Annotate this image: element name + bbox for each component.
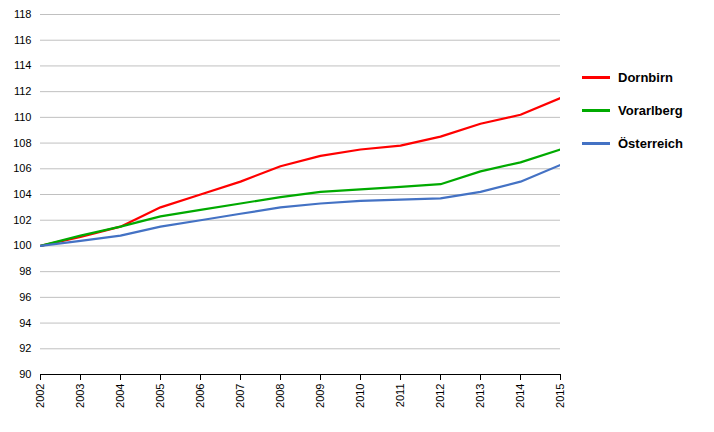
svg-text:110: 110	[14, 111, 32, 123]
svg-text:92: 92	[19, 342, 31, 354]
svg-text:2010: 2010	[354, 384, 366, 408]
html-text:Dornbirn: Dornbirn	[618, 70, 673, 85]
svg-text:98: 98	[19, 265, 31, 277]
svg-text:2007: 2007	[234, 384, 246, 408]
svg-text:96: 96	[19, 291, 31, 303]
svg-text:2011: 2011	[394, 384, 406, 408]
svg-text:2014: 2014	[514, 384, 526, 408]
svg-text:112: 112	[14, 85, 32, 97]
svg-text:2003: 2003	[74, 384, 86, 408]
svg-text:2012: 2012	[434, 384, 446, 408]
svg-text:2013: 2013	[474, 384, 486, 408]
svg-text:2009: 2009	[314, 384, 326, 408]
svg-text:2002: 2002	[34, 384, 46, 408]
svg-text:2008: 2008	[274, 384, 286, 408]
svg-text:108: 108	[13, 137, 31, 149]
html-text:Vorarlberg: Vorarlberg	[618, 103, 683, 118]
svg-text:2015: 2015	[554, 384, 566, 408]
svg-text:116: 116	[14, 34, 32, 46]
svg-text:2006: 2006	[194, 384, 206, 408]
svg-text:90: 90	[19, 368, 31, 380]
svg-text:106: 106	[13, 162, 31, 174]
svg-text:114: 114	[14, 59, 32, 71]
svg-text:2004: 2004	[114, 384, 126, 408]
svg-text:94: 94	[19, 317, 31, 329]
svg-text:100: 100	[13, 239, 31, 251]
svg-text:2005: 2005	[154, 384, 166, 408]
html-text:Österreich: Österreich	[618, 136, 683, 151]
svg-text:104: 104	[13, 188, 31, 200]
svg-text:102: 102	[13, 214, 31, 226]
svg-text:118: 118	[14, 8, 32, 20]
